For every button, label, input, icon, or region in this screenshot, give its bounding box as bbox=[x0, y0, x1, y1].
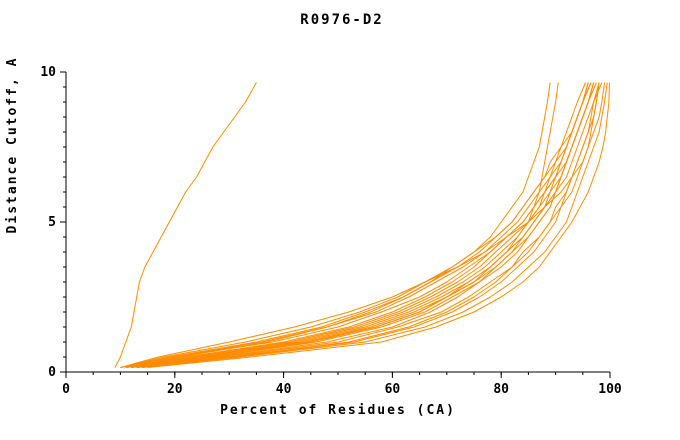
model-curve bbox=[114, 82, 257, 368]
x-tick-label: 80 bbox=[493, 382, 509, 397]
y-tick-label: 10 bbox=[40, 65, 56, 80]
model-curve bbox=[120, 82, 586, 368]
model-curve bbox=[125, 82, 592, 368]
model-curve bbox=[125, 82, 589, 368]
model-curve bbox=[147, 82, 610, 368]
model-curve bbox=[120, 82, 606, 368]
chart-title: R0976-D2 bbox=[300, 12, 383, 28]
model-curve bbox=[131, 82, 559, 368]
x-tick-label: 40 bbox=[276, 382, 292, 397]
y-axis-label: Distance Cutoff, A bbox=[5, 57, 20, 234]
y-tick-label: 0 bbox=[48, 365, 56, 380]
model-curve bbox=[136, 82, 603, 368]
model-curve bbox=[142, 82, 608, 368]
model-curve bbox=[136, 82, 600, 368]
y-tick-label: 5 bbox=[48, 215, 56, 230]
model-curve bbox=[125, 82, 589, 368]
x-tick-label: 100 bbox=[598, 382, 622, 397]
x-tick-label: 60 bbox=[385, 382, 401, 397]
model-curve bbox=[142, 82, 600, 368]
axes: 0 20 40 60 80 100 0 5 10 bbox=[40, 65, 622, 397]
model-curve bbox=[136, 82, 600, 368]
x-axis-label: Percent of Residues (CA) bbox=[220, 403, 456, 418]
x-tick-label: 0 bbox=[62, 382, 70, 397]
x-tick-label: 20 bbox=[167, 382, 183, 397]
model-curves bbox=[114, 82, 610, 368]
model-curve bbox=[125, 82, 551, 368]
